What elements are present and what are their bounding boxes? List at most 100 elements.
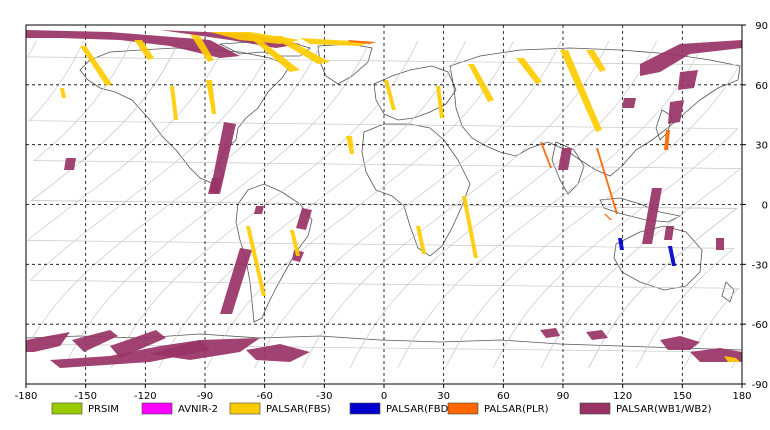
orbit-track (29, 40, 740, 369)
swath (540, 328, 560, 338)
x-tick-label: 0 (381, 391, 387, 402)
swath (208, 178, 222, 194)
x-tick-label: -30 (316, 391, 332, 402)
swath (384, 80, 396, 110)
africa-coast (361, 123, 471, 257)
y-tick-label: 30 (755, 141, 768, 152)
indonesia-coast (599, 197, 682, 223)
swath (668, 100, 684, 124)
swath (348, 40, 376, 44)
x-tick-label: -60 (256, 391, 272, 402)
swath (416, 226, 426, 254)
swath (558, 148, 572, 170)
y-axis: 90 60 30 0 -30 -60 -90 (742, 21, 768, 391)
legend-label: AVNIR-2 (178, 404, 218, 415)
swath (604, 214, 612, 220)
swath (210, 32, 300, 44)
swath (170, 86, 178, 120)
swath (640, 40, 742, 76)
x-tick-label: -120 (134, 391, 157, 402)
australia-coast (613, 225, 703, 291)
swath (462, 196, 478, 258)
swath (150, 338, 260, 360)
y-tick-label: 0 (762, 201, 768, 212)
legend-swatch (141, 402, 173, 415)
legend-label: PALSAR(FBD) (386, 404, 452, 415)
swath (300, 38, 370, 46)
swath (246, 344, 310, 362)
swath (724, 356, 740, 362)
orbit-track (30, 40, 738, 369)
legend-swatch (579, 402, 611, 415)
swath (346, 136, 354, 154)
orbit-track (397, 40, 705, 369)
swath (642, 188, 662, 244)
x-tick-label: 180 (732, 391, 751, 402)
swath (290, 230, 300, 256)
orbit-track (27, 40, 741, 369)
swath (60, 88, 66, 98)
europe-coast (373, 65, 457, 121)
grid-lines (26, 25, 742, 384)
swath (586, 50, 606, 72)
swath (80, 46, 112, 86)
swath (596, 148, 618, 214)
india-coast (551, 141, 585, 195)
swath (560, 50, 602, 132)
legend-label: PALSAR(FBS) (266, 404, 331, 415)
x-axis: -180 -150 -120 -90 -60 -30 0 30 60 90 120 150 180 (15, 384, 752, 402)
observation-swaths (26, 30, 742, 368)
legend-swatch (51, 402, 83, 415)
legend-label: PALSAR(WB1/WB2) (616, 404, 712, 415)
swath (248, 36, 300, 72)
swath (664, 130, 670, 150)
swath (296, 208, 312, 230)
swath (190, 34, 214, 62)
x-tick-label: 90 (557, 391, 570, 402)
swath (72, 330, 118, 352)
swath (516, 58, 542, 84)
swath (26, 30, 240, 58)
legend: PRSIM AVNIR-2 PALSAR(FBS) PALSAR(FBD) PALSAR… (51, 402, 712, 415)
swath (678, 70, 698, 90)
swath (660, 336, 700, 350)
swath (220, 248, 252, 314)
swath (50, 340, 210, 368)
swath (246, 226, 266, 296)
x-tick-label: -90 (197, 391, 213, 402)
swath (210, 122, 236, 194)
swath (716, 238, 724, 250)
y-tick-label: 90 (755, 21, 768, 32)
swath (254, 206, 264, 214)
y-tick-label: 60 (755, 81, 768, 92)
orbit-track (110, 40, 419, 369)
x-tick-label: 150 (673, 391, 692, 402)
swath (110, 330, 166, 358)
orbit-track (26, 40, 735, 369)
swath (206, 80, 216, 114)
y-tick-label: -90 (752, 380, 768, 391)
x-tick-label: -180 (15, 391, 38, 402)
orbit-track (63, 40, 371, 369)
legend-label: PRSIM (88, 404, 119, 415)
orbit-track (349, 40, 658, 369)
x-tick-label: -150 (74, 391, 97, 402)
swath (668, 246, 676, 266)
x-tick-label: 30 (437, 391, 450, 402)
y-tick-label: -30 (752, 260, 768, 271)
legend-swatch (447, 402, 479, 415)
swath (540, 142, 552, 168)
new-zealand-coast (721, 281, 735, 303)
swath (468, 64, 494, 102)
swath (26, 332, 70, 352)
south-america-coast (235, 183, 313, 323)
swath (622, 98, 636, 108)
swath (618, 238, 624, 250)
swath (586, 330, 608, 340)
orbit-track (158, 40, 467, 369)
x-tick-label: 60 (497, 391, 510, 402)
y-tick-label: -60 (752, 320, 768, 331)
orbit-track (301, 40, 610, 369)
